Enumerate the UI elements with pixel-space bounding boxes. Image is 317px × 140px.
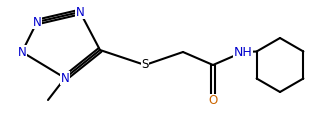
Text: N: N xyxy=(76,5,84,18)
Text: NH: NH xyxy=(234,46,252,59)
Text: N: N xyxy=(18,46,26,59)
Text: S: S xyxy=(141,59,149,72)
Text: O: O xyxy=(208,94,218,108)
Text: N: N xyxy=(61,72,69,85)
Text: N: N xyxy=(33,16,42,29)
